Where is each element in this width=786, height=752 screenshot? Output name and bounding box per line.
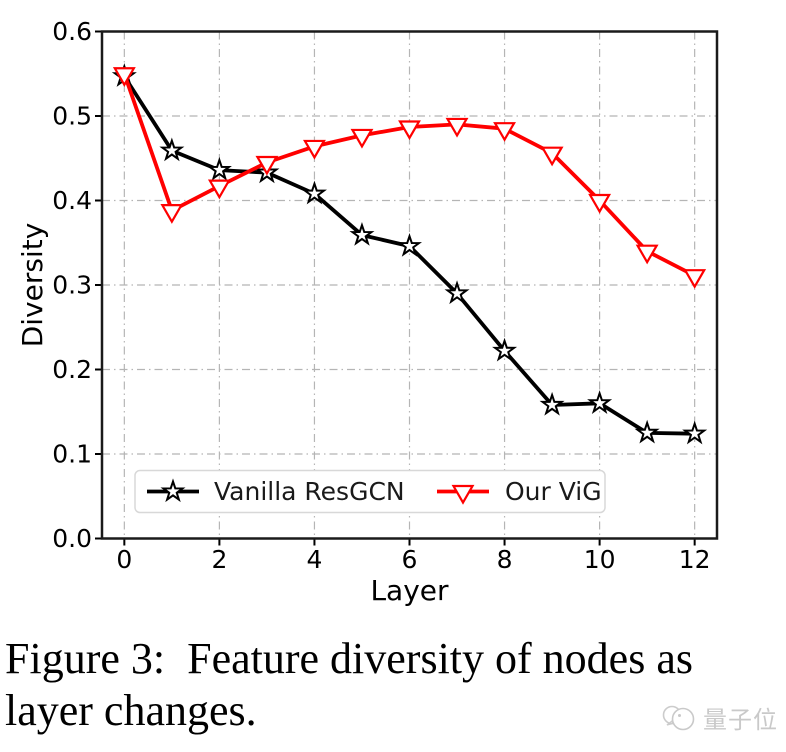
data-point-0 xyxy=(397,232,422,257)
caption-line-1: Figure 3: Feature diversity of nodes as xyxy=(5,634,693,683)
data-point-0 xyxy=(444,280,470,305)
plot-border xyxy=(100,30,719,540)
data-point-1 xyxy=(255,155,279,176)
data-point-1 xyxy=(303,139,326,160)
legend-label-1: Our ViG xyxy=(505,477,602,506)
data-point-0 xyxy=(492,337,518,362)
data-point-0 xyxy=(587,390,613,414)
figure-caption: Figure 3: Feature diversity of nodes as l… xyxy=(5,633,775,737)
legend-swatch-marker-1 xyxy=(451,484,475,505)
x-tick-label: 2 xyxy=(211,545,227,574)
data-point-0 xyxy=(634,419,660,444)
y-tick-label: 0.6 xyxy=(52,17,92,46)
y-axis-label: Diversity xyxy=(16,223,49,348)
data-point-1 xyxy=(540,146,564,167)
y-tick-label: 0.5 xyxy=(52,102,92,131)
data-point-1 xyxy=(112,67,136,87)
y-tick-label: 0.4 xyxy=(52,186,92,215)
y-tick-label: 0.3 xyxy=(52,271,92,300)
data-point-1 xyxy=(207,179,231,200)
legend-label-0: Vanilla ResGCN xyxy=(214,477,405,506)
x-axis-label: Layer xyxy=(370,574,449,607)
x-tick-label: 4 xyxy=(306,545,322,574)
data-point-0 xyxy=(539,391,565,416)
data-point-1 xyxy=(588,193,612,214)
data-point-0 xyxy=(159,137,185,162)
data-point-0 xyxy=(206,156,232,181)
data-point-1 xyxy=(445,117,469,138)
watermark: 量子位 xyxy=(661,700,778,735)
x-tick-label: 0 xyxy=(116,545,132,574)
qbitai-logo-icon xyxy=(662,705,695,730)
y-tick-label: 0.0 xyxy=(52,524,92,553)
caption-line-2: layer changes. xyxy=(5,686,257,735)
x-tick-label: 8 xyxy=(497,545,513,574)
data-point-0 xyxy=(349,221,375,246)
data-point-1 xyxy=(635,244,659,265)
x-tick-label: 10 xyxy=(584,545,616,574)
data-point-1 xyxy=(493,122,516,142)
x-tick-label: 12 xyxy=(679,545,711,574)
data-point-0 xyxy=(301,180,327,205)
data-point-1 xyxy=(398,120,421,141)
y-tick-label: 0.1 xyxy=(52,440,92,469)
data-point-1 xyxy=(160,204,184,224)
data-point-1 xyxy=(683,269,707,289)
legend-box xyxy=(134,469,606,514)
legend-swatch-marker-0 xyxy=(160,478,186,503)
y-tick-label: 0.2 xyxy=(52,355,92,384)
watermark-text: 量子位 xyxy=(703,706,778,734)
data-point-0 xyxy=(682,420,708,445)
x-tick-label: 6 xyxy=(402,545,418,574)
data-point-1 xyxy=(350,128,374,149)
diversity-line-chart: 0 2 4 6 8 10 12 0.0 0.1 0.2 0.3 0.4 0.5 0.6 Layer Diver… xyxy=(16,17,719,607)
